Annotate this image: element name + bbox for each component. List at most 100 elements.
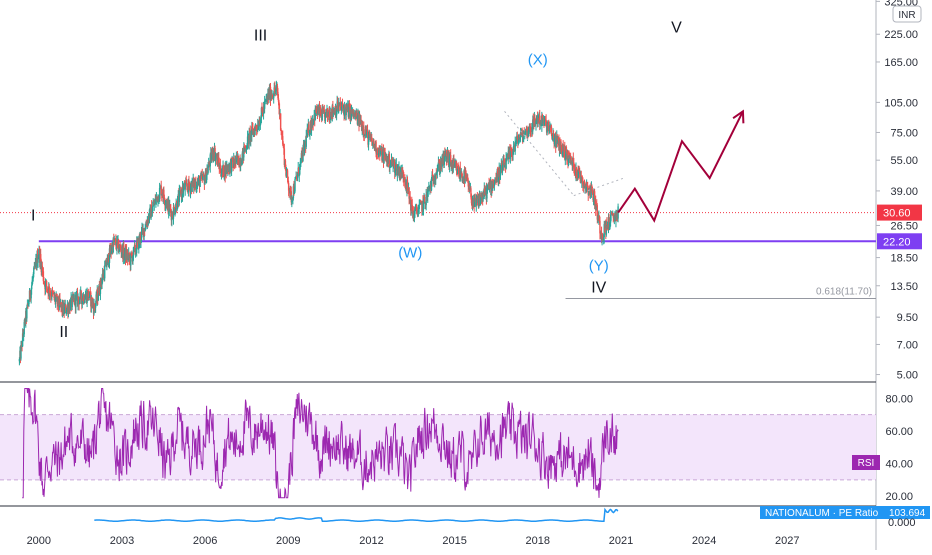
candle-body — [99, 278, 102, 294]
candle-body — [437, 162, 440, 169]
rsi-pane[interactable]: 80.00 60.00 40.00 20.00 RSI — [0, 388, 913, 504]
candle-body — [219, 164, 222, 172]
candle-body — [517, 140, 520, 144]
time-tick-label: 2027 — [775, 535, 799, 547]
candle-body — [285, 169, 287, 176]
candle-body — [262, 105, 265, 115]
candle-body — [512, 151, 514, 156]
time-tick-label: 2000 — [27, 535, 51, 547]
candle-body — [282, 144, 284, 146]
candle-body — [214, 148, 216, 161]
candle-body — [171, 213, 174, 217]
candle-body — [339, 102, 342, 108]
candle-body — [486, 188, 488, 199]
candle-body — [182, 186, 185, 192]
candle-body — [510, 150, 513, 153]
candle-body — [93, 304, 96, 308]
candle-body — [272, 95, 275, 99]
candle-body — [415, 205, 418, 211]
candle-body — [218, 157, 220, 164]
candle-body — [564, 146, 566, 160]
candle-body — [255, 128, 258, 130]
candle-body — [23, 322, 25, 335]
candle-body — [321, 108, 323, 121]
price-tick-label: 9.50 — [897, 312, 918, 324]
candle-body — [344, 105, 346, 109]
candle-body — [186, 186, 189, 189]
candle-body — [299, 161, 302, 165]
candle-body — [204, 179, 206, 185]
candle-body — [158, 198, 160, 202]
candle-body — [123, 245, 125, 258]
candle-body — [196, 187, 198, 188]
candle-body — [261, 107, 263, 111]
candle-body — [252, 129, 255, 135]
candle-body — [84, 299, 86, 303]
candle-body — [107, 255, 110, 266]
candle-body — [110, 251, 113, 253]
candle-body — [492, 181, 495, 185]
candle-body — [440, 161, 442, 166]
candle-body — [81, 298, 84, 305]
candle-body — [253, 129, 255, 131]
candle-body — [548, 124, 550, 132]
candle-body — [97, 295, 100, 301]
candle-body — [330, 111, 332, 117]
candle-body — [181, 186, 184, 197]
candle-body — [254, 127, 256, 135]
candle-body — [99, 293, 101, 295]
candle-body — [411, 204, 414, 212]
candle-body — [98, 285, 101, 294]
candle-body — [429, 185, 431, 189]
candle-body — [329, 119, 331, 121]
candle-body — [359, 115, 361, 125]
candle-body — [184, 184, 186, 190]
time-tick-label: 2015 — [442, 535, 466, 547]
candle-body — [340, 107, 343, 109]
candle-body — [280, 129, 282, 131]
candle-body — [222, 165, 225, 177]
candle-body — [178, 190, 181, 202]
candle-body — [246, 148, 248, 149]
candle-body — [467, 180, 469, 187]
candle-body — [410, 200, 412, 211]
candle-body — [578, 171, 581, 174]
candle-body — [584, 186, 586, 188]
candle-body — [414, 208, 416, 214]
candle-body — [435, 174, 437, 180]
candle-body — [336, 101, 339, 110]
candle-body — [394, 171, 396, 173]
candle-body — [195, 187, 198, 190]
price-tick-label: 5.00 — [897, 370, 918, 382]
candle-body — [310, 123, 313, 131]
candle-body — [77, 296, 80, 300]
currency-badge[interactable]: INR — [892, 5, 922, 23]
candle-body — [609, 214, 612, 223]
candle-body — [143, 228, 145, 237]
candle-body — [550, 126, 553, 135]
candle-body — [460, 175, 462, 177]
candle-body — [316, 106, 318, 114]
candle-body — [44, 281, 47, 290]
candle-body — [72, 295, 74, 300]
candle-body — [389, 166, 391, 168]
candle-body — [177, 195, 179, 209]
candle-body — [326, 108, 329, 116]
candle-body — [245, 148, 248, 150]
candle-body — [223, 176, 225, 178]
pe-ratio-pane[interactable]: NATIONALUM · PE Ratio 103.694 0.000 — [94, 506, 930, 529]
candle-body — [220, 171, 222, 177]
candle-body — [606, 221, 608, 226]
candle-body — [560, 141, 562, 147]
candle-body — [559, 141, 562, 154]
candle-body — [191, 180, 193, 192]
candle-body — [379, 148, 382, 155]
candle-body — [465, 173, 467, 178]
candle-body — [302, 147, 304, 161]
price-tick-label: 26.50 — [890, 220, 918, 232]
candle-body — [251, 126, 254, 129]
candle-body — [246, 136, 249, 149]
